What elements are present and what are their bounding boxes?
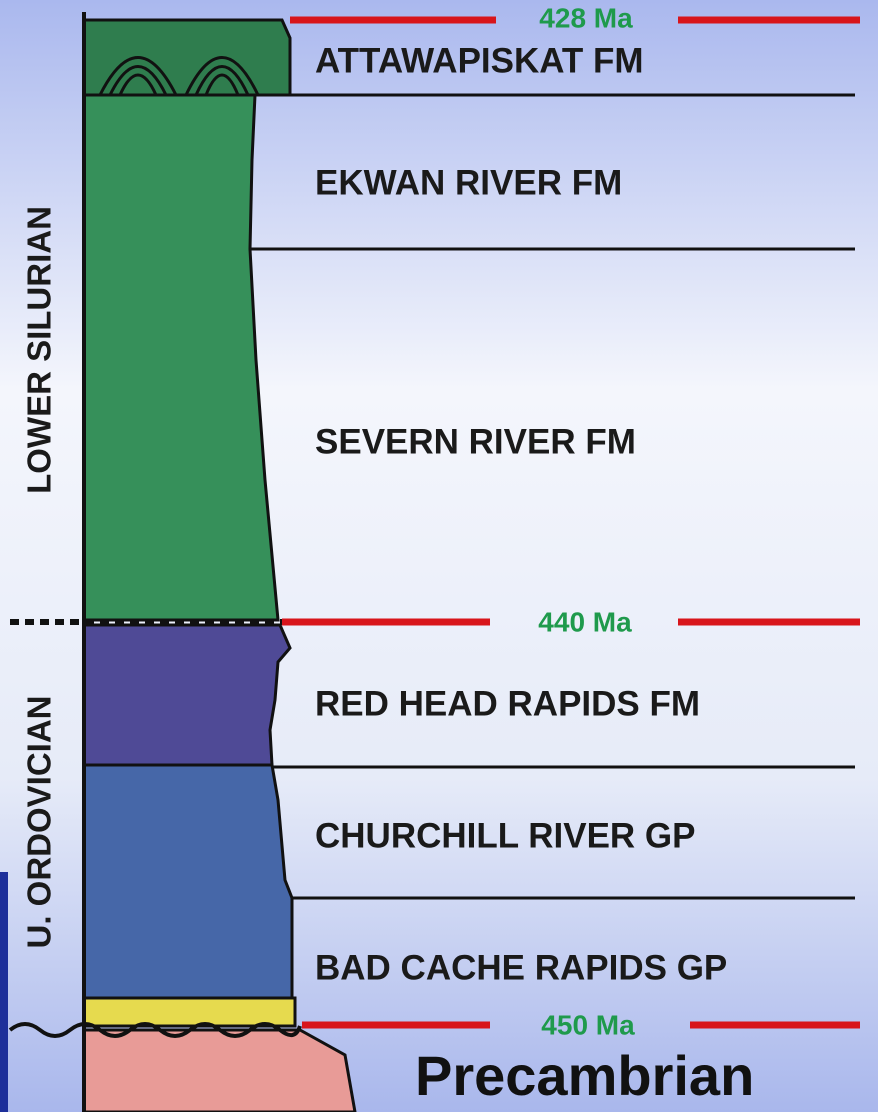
- unit-silurian: [84, 95, 278, 620]
- frame-edge: [0, 872, 8, 1112]
- age-label: 440 Ma: [538, 606, 632, 637]
- period-label: LOWER SILURIAN: [21, 206, 58, 494]
- period-label: U. ORDOVICIAN: [21, 695, 58, 948]
- diagram: 428 Ma 440 Ma 450 Ma ATTAWAPISKAT FM EKW…: [0, 0, 878, 1112]
- unit-precambrian: [84, 1030, 355, 1112]
- unit-label: ATTAWAPISKAT FM: [315, 41, 644, 80]
- unit-red-head: [84, 625, 290, 765]
- age-label: 450 Ma: [541, 1009, 635, 1040]
- unit-churchill-badcache: [84, 765, 292, 998]
- age-label: 428 Ma: [539, 2, 633, 33]
- basement-label: Precambrian: [415, 1044, 754, 1107]
- unit-label: SEVERN RIVER FM: [315, 422, 636, 461]
- unit-yellow: [84, 998, 295, 1026]
- unit-label: CHURCHILL RIVER GP: [315, 816, 696, 855]
- unit-label: EKWAN RIVER FM: [315, 163, 622, 202]
- unit-label: BAD CACHE RAPIDS GP: [315, 948, 727, 987]
- unit-label: RED HEAD RAPIDS FM: [315, 684, 700, 723]
